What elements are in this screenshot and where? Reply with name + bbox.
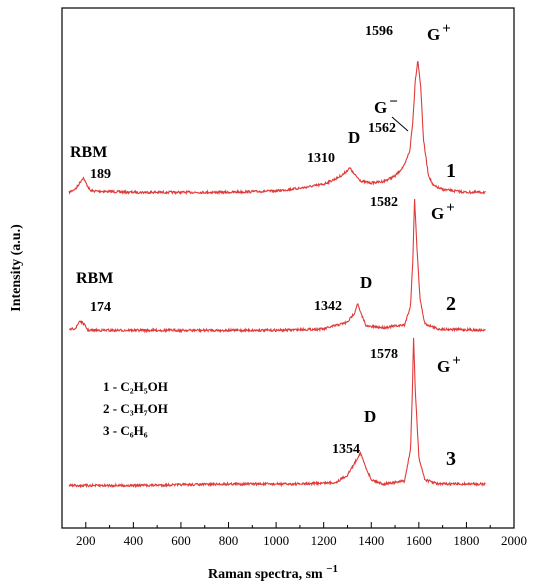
g-plus-label-3: G +	[437, 353, 461, 376]
y-axis-title: Intensity (a.u.)	[9, 224, 24, 312]
x-axis-title-main: Raman spectra, sm	[208, 567, 323, 582]
rbm-label-2: RBM	[76, 270, 113, 287]
d-label-3: D	[364, 407, 376, 426]
legend: 1 - C₂H₅OH 2 - C₃H₇OH 3 - C₆H₆	[103, 379, 168, 438]
peak-1562: 1562	[368, 121, 396, 136]
spectrum-line-3	[68, 337, 486, 489]
rbm-label-1: RBM	[70, 144, 107, 161]
x-tick-label: 2000	[501, 533, 527, 548]
peak-1582: 1582	[370, 195, 398, 210]
series-number-3: 3	[446, 448, 456, 470]
x-tick-label: 1000	[263, 533, 289, 548]
x-tick-label: 1400	[358, 533, 384, 548]
x-tick-label: 1800	[453, 533, 479, 548]
x-tick-label: 600	[171, 533, 191, 548]
peak-1354: 1354	[332, 442, 360, 457]
peak-1310: 1310	[307, 151, 335, 166]
peak-1578: 1578	[370, 347, 398, 362]
x-axis-title: Raman spectra, sm −1	[208, 563, 338, 582]
legend-item-1: 1 - C₂H₅OH	[103, 379, 168, 394]
d-label-2: D	[360, 273, 372, 292]
x-tick-label: 1600	[406, 533, 432, 548]
x-tick-label: 200	[76, 533, 96, 548]
x-tick-label: 1200	[311, 533, 337, 548]
rbm-value-2: 174	[90, 300, 111, 315]
peak-1342: 1342	[314, 299, 342, 314]
series-number-2: 2	[446, 293, 456, 315]
x-tick-label: 800	[219, 533, 239, 548]
rbm-value-1: 189	[90, 167, 111, 182]
peak-1596: 1596	[365, 24, 393, 39]
plot-frame	[61, 7, 515, 529]
d-label-1: D	[348, 128, 360, 147]
g-minus-label: G −	[374, 94, 398, 117]
x-tick-label: 400	[124, 533, 144, 548]
g-plus-label-1: G +	[427, 21, 451, 44]
spectrum-line-2	[68, 198, 486, 334]
series-number-1: 1	[446, 160, 456, 182]
legend-item-3: 3 - C₆H₆	[103, 423, 148, 438]
g-plus-label-2: G +	[431, 200, 455, 223]
g-minus-leader	[391, 116, 409, 132]
x-axis-title-sup: −1	[326, 563, 338, 575]
spectrum-line-1	[68, 60, 486, 196]
legend-item-2: 2 - C₃H₇OH	[103, 401, 168, 416]
